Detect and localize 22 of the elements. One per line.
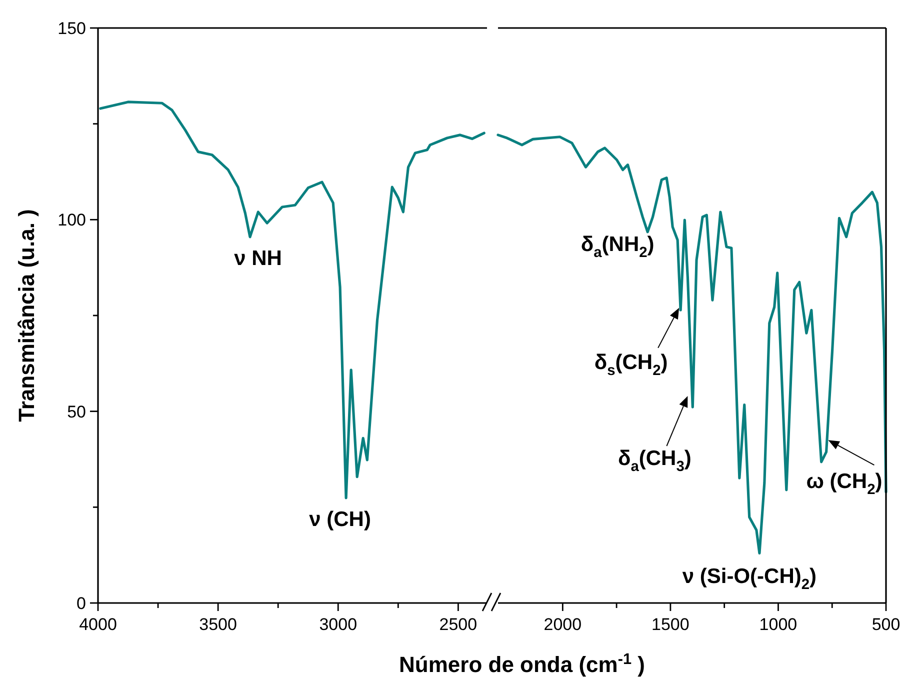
- y-tick-label: 150: [58, 19, 86, 38]
- annotation: δ$_{s}$(CH$_{2}$): [594, 350, 668, 379]
- x-tick-label: 2500: [439, 615, 478, 634]
- annotation: ν (CH): [309, 508, 371, 531]
- annotation: δ$_{a}$(CH$_{3}$): [618, 446, 692, 475]
- x-axis-title: Número de onda (cm$^{-1}$ ): [399, 650, 645, 677]
- x-tick-label: 1000: [759, 615, 798, 634]
- x-tick-label: 1500: [652, 615, 690, 634]
- y-tick-label: 100: [58, 210, 86, 230]
- x-tick-label: 2000: [544, 615, 582, 634]
- annotation: ν NH: [234, 246, 282, 270]
- annotation: ν (Si-O(-CH)$_{2}$): [682, 564, 817, 594]
- x-tick-label: 500: [872, 615, 900, 634]
- x-tick-label: 4000: [79, 615, 117, 634]
- x-tick-label: 3500: [199, 615, 237, 634]
- y-tick-label: 50: [67, 402, 86, 422]
- y-tick-label: 0: [76, 594, 86, 613]
- x-tick-label: 3000: [319, 615, 358, 634]
- annotation: δ$_{a}$(NH$_{2}$): [580, 232, 654, 261]
- y-axis-title: Transmitância (u.a. ): [14, 209, 39, 422]
- line-series: [99, 100, 486, 500]
- annotation: ω (CH$_{2}$): [806, 470, 882, 498]
